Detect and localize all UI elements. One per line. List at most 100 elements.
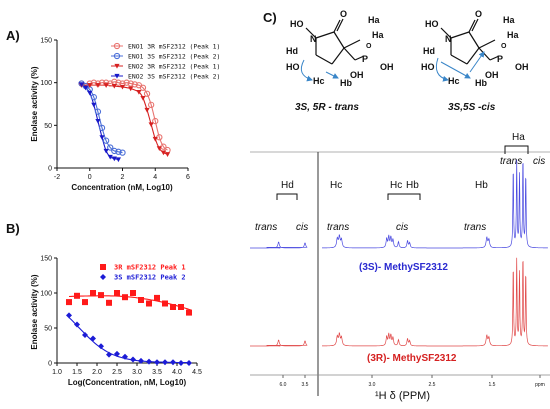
data-point-series-0 bbox=[143, 90, 151, 97]
data-point-series-0 bbox=[186, 309, 192, 316]
data-point-series-1 bbox=[111, 147, 118, 155]
y-tick-label: 50 bbox=[44, 123, 52, 130]
data-point-series-0 bbox=[90, 79, 97, 86]
trans-atom-p: P bbox=[362, 54, 368, 64]
cis-atom-oh2: OH bbox=[515, 62, 529, 72]
chart-b-xlabel: Log(Concentration, nM, Log10) bbox=[68, 378, 187, 387]
x-tick-label: 3.0 bbox=[132, 369, 142, 376]
data-point-series-1 bbox=[170, 359, 176, 366]
data-point-series-1 bbox=[162, 359, 168, 366]
nmr-tick-label: 1.5 bbox=[489, 382, 496, 388]
data-point-series-2 bbox=[140, 95, 146, 101]
y-tick-label: 150 bbox=[40, 38, 52, 45]
x-tick-label: 6 bbox=[186, 174, 190, 181]
data-point-series-0 bbox=[146, 300, 152, 307]
data-point-series-3 bbox=[107, 154, 113, 160]
nmr-bracket-ha bbox=[504, 145, 529, 154]
data-point-series-1 bbox=[98, 124, 106, 132]
nmr-tick-label: ppm bbox=[535, 382, 545, 388]
nmr-cis-3: cis bbox=[533, 156, 545, 167]
chart-a-xlabel: Concentration (nM, Log10) bbox=[71, 183, 173, 192]
x-tick-label: 1.0 bbox=[52, 369, 62, 376]
trans-atom-hd: Hd bbox=[286, 46, 298, 56]
data-point-series-1 bbox=[146, 358, 152, 365]
data-point-series-1 bbox=[82, 332, 88, 338]
nmr-spectrum-label-3s: (3S)- MethySF2312 bbox=[359, 262, 448, 273]
data-point-series-3 bbox=[103, 148, 109, 154]
trans-atom-oh1: OH bbox=[350, 70, 364, 80]
nmr-bracket-hd bbox=[276, 193, 298, 200]
nmr-tick-label: 3.0 bbox=[369, 382, 376, 388]
data-point-series-3 bbox=[87, 90, 93, 96]
data-point-series-1 bbox=[66, 312, 72, 319]
x-tick-label: 2.5 bbox=[112, 369, 122, 376]
nmr-label-hb1: Hb bbox=[406, 180, 419, 191]
fit-line-1 bbox=[68, 317, 191, 364]
trans-atom-o1: O bbox=[340, 9, 347, 19]
data-point-series-2 bbox=[136, 89, 142, 95]
nmr-panel: Hd Hc Hc Hb Hb Ha trans cis trans cis tr… bbox=[250, 132, 550, 402]
panel-label-c: C) bbox=[263, 10, 277, 25]
data-point-series-0 bbox=[106, 299, 112, 306]
nmr-spectrum-0 bbox=[250, 159, 548, 249]
data-point-series-2 bbox=[111, 84, 117, 89]
nmr-axis-ticks: 6.0 3.5 3.0 2.5 1.5 ppm bbox=[280, 375, 545, 388]
legend-marker bbox=[100, 264, 106, 270]
legend-label: ENO2 3R mSF2312 (Peak 1) bbox=[128, 63, 220, 71]
legend-marker bbox=[114, 73, 120, 79]
x-tick-label: 4.5 bbox=[192, 369, 202, 376]
chart-a-legend: ENO1 3R mSF2312 (Peak 1) ENO1 3S mSF2312 … bbox=[111, 43, 220, 81]
trans-atom-ha2: Ha bbox=[372, 30, 384, 40]
data-point-series-1 bbox=[98, 343, 104, 350]
y-tick-label: 150 bbox=[40, 256, 52, 263]
data-point-series-0 bbox=[130, 290, 136, 296]
legend-marker bbox=[100, 274, 106, 280]
data-point-series-2 bbox=[87, 83, 93, 88]
data-point-series-1 bbox=[102, 137, 110, 144]
x-tick-label: -2 bbox=[54, 174, 60, 181]
fit-line-1 bbox=[81, 83, 123, 154]
trans-atom-oh2: OH bbox=[380, 62, 394, 72]
nmr-xaxis-label: ¹H δ (PPM) bbox=[375, 390, 430, 402]
data-point-series-2 bbox=[144, 107, 150, 113]
cis-atom-o2: O bbox=[501, 43, 507, 50]
data-point-series-2 bbox=[156, 146, 162, 151]
data-point-series-3 bbox=[91, 102, 97, 108]
data-point-series-0 bbox=[82, 299, 88, 306]
data-point-series-1 bbox=[94, 108, 102, 115]
x-tick-label: 1.5 bbox=[72, 369, 82, 376]
legend-label: ENO1 3R mSF2312 (Peak 1) bbox=[128, 43, 220, 51]
data-point-series-0 bbox=[123, 79, 130, 86]
y-tick-label: 50 bbox=[44, 326, 52, 333]
data-point-series-2 bbox=[128, 86, 134, 92]
data-point-series-2 bbox=[95, 83, 101, 88]
cis-caption: 3S,5S -cis bbox=[448, 102, 496, 113]
legend-label: ENO1 3S mSF2312 (Peak 2) bbox=[128, 53, 220, 61]
data-point-series-2 bbox=[103, 83, 109, 88]
data-point-series-1 bbox=[130, 356, 136, 363]
nmr-tick-label: 2.5 bbox=[429, 382, 436, 388]
legend-label: ENO2 3S mSF2312 (Peak 2) bbox=[128, 73, 220, 81]
cis-atom-hd: Hd bbox=[423, 46, 435, 56]
data-point-series-0 bbox=[66, 299, 72, 306]
trans-caption: 3S, 5R - trans bbox=[295, 102, 359, 113]
data-point-series-0 bbox=[162, 300, 168, 307]
data-point-series-0 bbox=[115, 79, 122, 86]
panel-label-b: B) bbox=[6, 221, 20, 236]
chart-a-ylabel: Enolase activity (%) bbox=[30, 66, 39, 141]
data-point-series-3 bbox=[83, 85, 89, 91]
nmr-trans-3: trans bbox=[464, 222, 486, 233]
nmr-spectrum-1 bbox=[250, 257, 548, 347]
legend-label: 3S mSF2312 Peak 2 bbox=[114, 274, 186, 282]
data-point-series-1 bbox=[138, 357, 144, 364]
data-point-series-0 bbox=[154, 294, 160, 301]
data-point-series-3 bbox=[111, 156, 117, 162]
y-tick-label: 100 bbox=[40, 80, 52, 87]
data-point-series-2 bbox=[119, 84, 126, 90]
trans-atom-n: N bbox=[310, 34, 317, 44]
nmr-tick-label: 6.0 bbox=[280, 382, 287, 388]
data-point-series-1 bbox=[119, 149, 126, 156]
legend-marker bbox=[114, 63, 120, 69]
nmr-spectrum-label-3r: (3R)- MethySF2312 bbox=[367, 353, 457, 364]
chart-a: Enolase activity (%) Concentration (nM, … bbox=[30, 38, 220, 193]
